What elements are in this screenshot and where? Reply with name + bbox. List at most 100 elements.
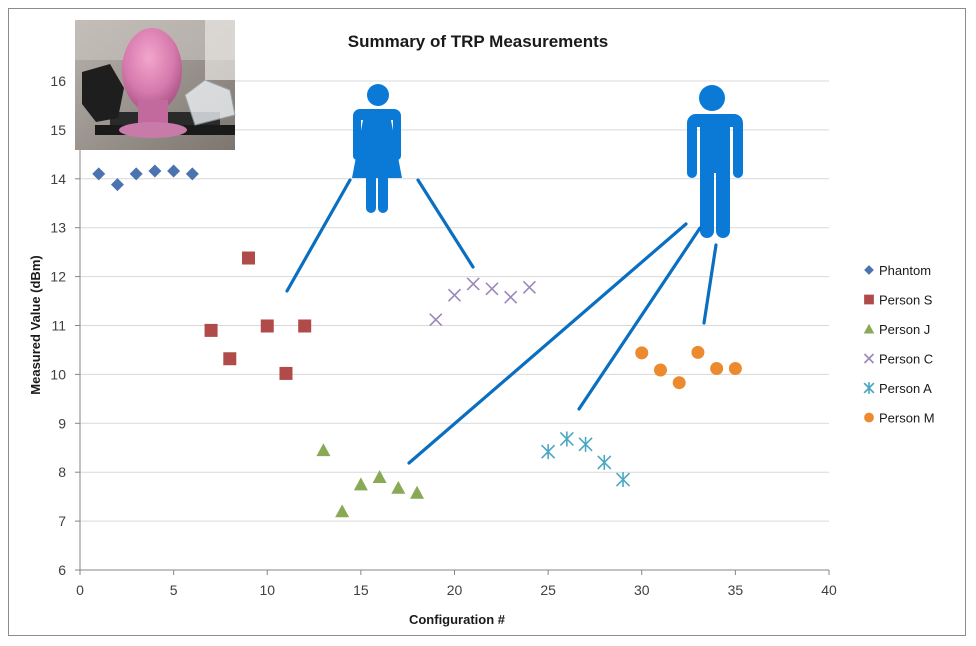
triangle-shape	[316, 443, 331, 457]
legend-marker-person-s	[864, 294, 874, 305]
data-point-person-c	[466, 277, 480, 291]
x-tick-label: 0	[76, 582, 84, 598]
x-tick-label: 5	[170, 582, 178, 598]
data-point-phantom	[110, 178, 124, 192]
diamond-shape	[148, 164, 162, 178]
circle-shape	[653, 363, 667, 377]
triangle-shape	[372, 470, 387, 484]
asterisk-shape	[578, 436, 593, 452]
y-tick-label: 6	[58, 562, 66, 578]
asterisk-shape	[615, 472, 631, 488]
triangle-shape	[863, 323, 875, 334]
y-tick-label: 10	[50, 366, 66, 382]
legend-marker-phantom	[864, 265, 874, 275]
male-to-person-m-line	[702, 243, 718, 325]
data-point-phantom	[92, 167, 106, 181]
circle-shape	[864, 412, 874, 423]
data-point-person-a	[559, 431, 574, 447]
data-point-person-m	[672, 376, 686, 390]
x-shape	[522, 280, 536, 294]
square-shape	[298, 319, 312, 333]
data-point-person-j	[353, 477, 368, 491]
legend-item-person-c: Person C	[863, 352, 933, 367]
legend-item-person-m: Person M	[864, 411, 935, 426]
circle-shape	[672, 376, 686, 390]
data-point-person-s	[223, 352, 237, 366]
x-shape	[485, 282, 499, 296]
data-point-person-c	[522, 280, 536, 294]
legend-item-person-a: Person A	[863, 381, 932, 396]
data-point-person-c	[504, 290, 518, 304]
square-shape	[223, 352, 237, 366]
circle-shape	[710, 362, 724, 376]
legend-label-person-m: Person M	[879, 411, 935, 426]
x-tick-label: 30	[634, 582, 650, 598]
circle-shape	[635, 346, 649, 360]
data-point-phantom	[185, 167, 199, 181]
female-figure-icon	[352, 84, 402, 213]
x-shape	[466, 277, 480, 291]
data-point-person-c	[447, 288, 462, 302]
connector-lines	[285, 178, 718, 465]
diamond-shape	[864, 265, 874, 275]
phantom-head-photo	[75, 20, 236, 150]
square-shape	[279, 366, 293, 380]
circle-shape	[728, 362, 742, 376]
data-point-person-j	[372, 470, 387, 484]
x-tick-label: 35	[728, 582, 744, 598]
data-point-person-m	[710, 362, 724, 376]
diamond-shape	[92, 167, 106, 181]
series-person-s	[204, 251, 312, 380]
x-shape	[447, 288, 462, 302]
diamond-shape	[167, 164, 181, 178]
male-to-person-j-line	[407, 222, 688, 465]
x-tick-label: 25	[540, 582, 556, 598]
x-axis-label: Configuration #	[409, 612, 506, 627]
data-point-person-s	[260, 319, 274, 333]
triangle-shape	[335, 504, 350, 518]
data-point-phantom	[148, 164, 162, 178]
data-point-person-s	[242, 251, 256, 265]
series-person-a	[541, 431, 631, 488]
square-shape	[242, 251, 256, 265]
data-point-person-m	[653, 363, 667, 377]
y-tick-label: 7	[58, 513, 66, 529]
asterisk-shape	[863, 382, 875, 394]
triangle-shape	[353, 477, 368, 491]
series-person-m	[635, 345, 742, 390]
x-shape	[504, 290, 518, 304]
male-figure-icon	[687, 85, 743, 238]
legend-marker-person-j	[863, 323, 875, 334]
y-tick-label: 15	[50, 122, 66, 138]
y-tick-label: 9	[58, 415, 66, 431]
data-point-person-s	[204, 323, 218, 337]
legend-marker-person-m	[864, 412, 874, 423]
square-shape	[260, 319, 274, 333]
data-point-person-j	[391, 480, 406, 494]
x-shape	[429, 313, 443, 327]
y-tick-label: 8	[58, 464, 66, 480]
data-point-person-c	[485, 282, 499, 296]
triangle-shape	[410, 485, 425, 499]
y-tick-label: 12	[50, 269, 66, 285]
data-point-person-j	[410, 485, 425, 499]
legend-label-person-c: Person C	[879, 352, 933, 367]
data-point-phantom	[167, 164, 181, 178]
y-axis-label: Measured Value (dBm)	[28, 255, 43, 394]
data-point-person-a	[597, 454, 612, 470]
legend-marker-person-c	[863, 353, 875, 364]
series-person-j	[316, 443, 425, 518]
diamond-shape	[185, 167, 199, 181]
data-point-person-a	[578, 436, 593, 452]
data-point-person-s	[279, 366, 293, 380]
y-tick-label: 14	[50, 171, 66, 187]
male-to-person-a-line	[577, 226, 702, 411]
x-tick-label: 40	[821, 582, 837, 598]
legend-item-person-s: Person S	[864, 293, 933, 308]
data-point-person-c	[429, 313, 443, 327]
x-tick-label: 10	[259, 582, 275, 598]
data-point-person-j	[335, 504, 350, 518]
y-tick-label: 13	[50, 220, 66, 236]
x-tick-label: 15	[353, 582, 369, 598]
